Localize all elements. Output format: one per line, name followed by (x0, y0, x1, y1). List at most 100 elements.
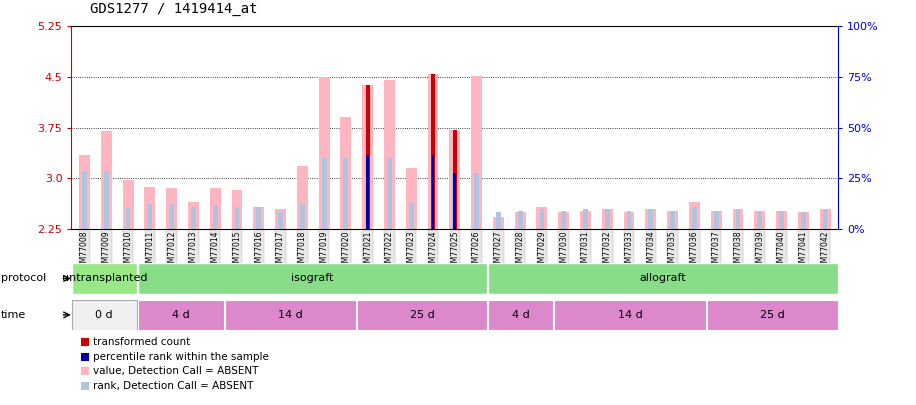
Bar (384, 80, 395, 229)
Bar (428, 74, 439, 229)
Bar (562, 211, 566, 229)
Text: percentile rank within the sample: percentile rank within the sample (93, 352, 269, 362)
Bar (137, 300, 224, 330)
Bar (344, 158, 348, 229)
Bar (602, 209, 613, 229)
Bar (341, 117, 352, 229)
Bar (605, 209, 610, 229)
Bar (125, 207, 130, 229)
Bar (82, 171, 87, 229)
Bar (145, 187, 156, 229)
Bar (714, 211, 718, 229)
Bar (711, 211, 722, 229)
Bar (798, 212, 809, 229)
Text: 25 d: 25 d (409, 310, 434, 320)
Bar (409, 202, 414, 229)
Bar (689, 202, 700, 229)
Bar (71, 263, 136, 294)
Bar (450, 130, 460, 229)
Bar (474, 173, 479, 229)
Bar (210, 188, 221, 229)
Bar (322, 158, 326, 229)
Bar (646, 209, 656, 229)
Bar (537, 207, 548, 229)
Bar (736, 209, 740, 229)
Bar (300, 204, 305, 229)
Bar (758, 211, 762, 229)
Bar (406, 168, 417, 229)
Bar (707, 300, 838, 330)
Bar (471, 76, 482, 229)
Bar (488, 300, 553, 330)
Bar (71, 300, 136, 330)
Bar (319, 77, 330, 229)
Bar (554, 300, 706, 330)
Bar (515, 212, 526, 229)
Bar (671, 211, 675, 229)
Bar (225, 300, 355, 330)
Bar (627, 211, 631, 229)
Bar (692, 207, 697, 229)
Bar (496, 212, 501, 229)
Text: protocol: protocol (1, 273, 46, 283)
Bar (801, 212, 806, 229)
Bar (776, 211, 787, 229)
Bar (232, 190, 243, 229)
Bar (278, 212, 283, 229)
Bar (366, 155, 369, 229)
Bar (823, 209, 827, 229)
Bar (580, 211, 591, 229)
Bar (453, 130, 457, 229)
Bar (137, 263, 487, 294)
Bar (583, 209, 588, 229)
Bar (79, 155, 90, 229)
Text: isograft: isograft (291, 273, 333, 283)
Bar (234, 207, 239, 229)
Text: 14 d: 14 d (617, 310, 642, 320)
Bar (123, 180, 134, 229)
Bar (362, 85, 373, 229)
Text: 0 d: 0 d (95, 310, 113, 320)
Bar (188, 202, 199, 229)
Bar (780, 211, 784, 229)
Text: rank, Detection Call = ABSENT: rank, Detection Call = ABSENT (93, 381, 254, 391)
Bar (733, 209, 744, 229)
Bar (191, 207, 196, 229)
Bar (256, 207, 261, 229)
Text: untransplanted: untransplanted (61, 273, 147, 283)
Bar (169, 204, 174, 229)
Bar (624, 212, 635, 229)
Text: 25 d: 25 d (760, 310, 785, 320)
Bar (254, 207, 264, 229)
Bar (104, 171, 109, 229)
Bar (101, 131, 112, 229)
Text: value, Detection Call = ABSENT: value, Detection Call = ABSENT (93, 367, 259, 376)
Bar (365, 155, 370, 229)
Bar (754, 211, 765, 229)
Text: 4 d: 4 d (512, 310, 529, 320)
Bar (667, 211, 678, 229)
Bar (166, 188, 177, 229)
Bar (431, 155, 434, 229)
Text: GDS1277 / 1419414_at: GDS1277 / 1419414_at (90, 2, 257, 16)
Bar (297, 166, 308, 229)
Text: allograft: allograft (639, 273, 686, 283)
Bar (213, 205, 218, 229)
Text: 4 d: 4 d (172, 310, 190, 320)
Text: 14 d: 14 d (278, 310, 303, 320)
Bar (147, 204, 152, 229)
Bar (365, 85, 370, 229)
Bar (649, 209, 653, 229)
Bar (356, 300, 487, 330)
Text: transformed count: transformed count (93, 337, 191, 347)
Bar (488, 263, 838, 294)
Text: time: time (1, 310, 27, 320)
Bar (558, 212, 569, 229)
Bar (431, 155, 435, 229)
Bar (540, 209, 544, 229)
Bar (387, 157, 392, 229)
Bar (275, 209, 286, 229)
Bar (493, 217, 504, 229)
Bar (820, 209, 831, 229)
Bar (431, 74, 435, 229)
